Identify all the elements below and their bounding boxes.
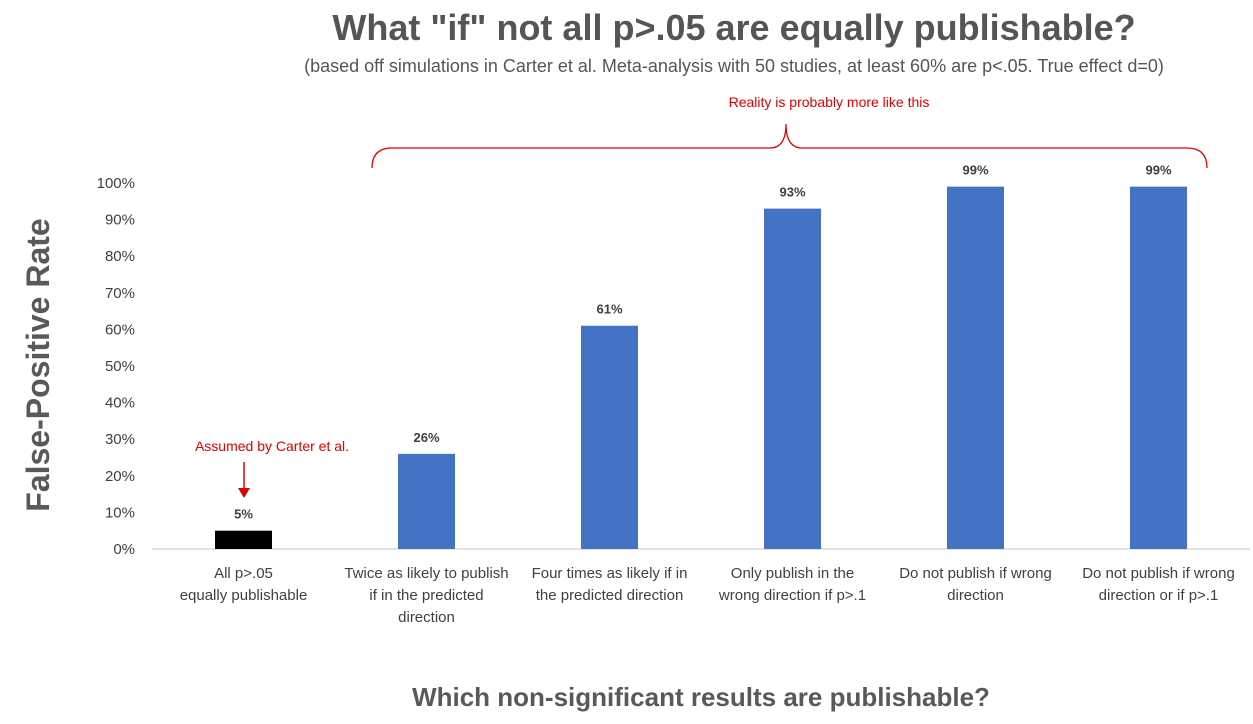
data-label: 93%	[779, 185, 805, 200]
assumed-annotation: Assumed by Carter et al.	[195, 438, 349, 454]
chart-title: What "if" not all p>.05 are equally publ…	[332, 7, 1135, 48]
bar	[581, 325, 638, 549]
x-category-line: Do not publish if wrong	[1082, 565, 1235, 582]
x-category-line: Four times as likely if in	[532, 565, 688, 582]
y-tick-label: 90%	[105, 212, 135, 229]
y-tick-label: 80%	[105, 248, 135, 265]
data-label: 26%	[413, 430, 439, 445]
bar	[398, 453, 455, 549]
y-tick-labels: 0% 10% 20% 30% 40% 50% 60% 70% 80% 90% 100%	[97, 175, 135, 558]
y-tick-label: 100%	[97, 175, 135, 192]
assumed-arrow-head	[238, 488, 250, 498]
y-tick-label: 70%	[105, 285, 135, 302]
data-label: 99%	[1145, 163, 1171, 178]
x-category-line: direction	[398, 609, 455, 626]
bar	[1130, 186, 1187, 549]
y-tick-label: 20%	[105, 468, 135, 485]
x-category-line: direction or if p>.1	[1099, 587, 1219, 604]
x-category-label: Do not publish if wrong direction	[899, 565, 1052, 604]
y-tick-label: 50%	[105, 358, 135, 375]
y-tick-label: 60%	[105, 321, 135, 338]
x-category-line: if in the predicted	[369, 587, 483, 604]
x-category-line: Only publish in the	[731, 565, 854, 582]
x-category-label: Four times as likely if in the predicted …	[532, 565, 688, 604]
x-axis-title: Which non-significant results are publis…	[412, 682, 990, 712]
chart-subtitle: (based off simulations in Carter et al. …	[304, 56, 1164, 76]
x-category-label: All p>.05 equally publishable	[180, 565, 308, 604]
data-labels: 5% 26% 61% 93% 99% 99%	[234, 163, 1172, 522]
y-axis-title: False-Positive Rate	[20, 218, 56, 511]
bar	[947, 186, 1004, 549]
x-category-label: Only publish in the wrong direction if p>…	[718, 565, 866, 604]
bar	[215, 530, 272, 549]
x-category-labels: All p>.05 equally publishable Twice as lik…	[180, 565, 1235, 626]
data-label: 99%	[962, 163, 988, 178]
x-category-line: direction	[947, 587, 1004, 604]
reality-annotation: Reality is probably more like this	[729, 94, 930, 110]
x-category-label: Do not publish if wrong direction or if p…	[1082, 565, 1235, 604]
y-tick-label: 10%	[105, 504, 135, 521]
x-category-line: All p>.05	[214, 565, 273, 582]
bars	[215, 186, 1187, 549]
y-tick-label: 0%	[113, 541, 135, 558]
data-label: 61%	[596, 302, 622, 317]
x-category-line: wrong direction if p>.1	[718, 587, 866, 604]
x-category-line: equally publishable	[180, 587, 308, 604]
x-category-label: Twice as likely to publish if in the pred…	[344, 565, 508, 626]
bar	[764, 208, 821, 549]
y-tick-label: 40%	[105, 395, 135, 412]
y-tick-label: 30%	[105, 431, 135, 448]
x-category-line: Do not publish if wrong	[899, 565, 1052, 582]
reality-brace	[371, 123, 1208, 169]
x-category-line: Twice as likely to publish	[344, 565, 508, 582]
x-category-line: the predicted direction	[536, 587, 684, 604]
data-label: 5%	[234, 507, 253, 522]
